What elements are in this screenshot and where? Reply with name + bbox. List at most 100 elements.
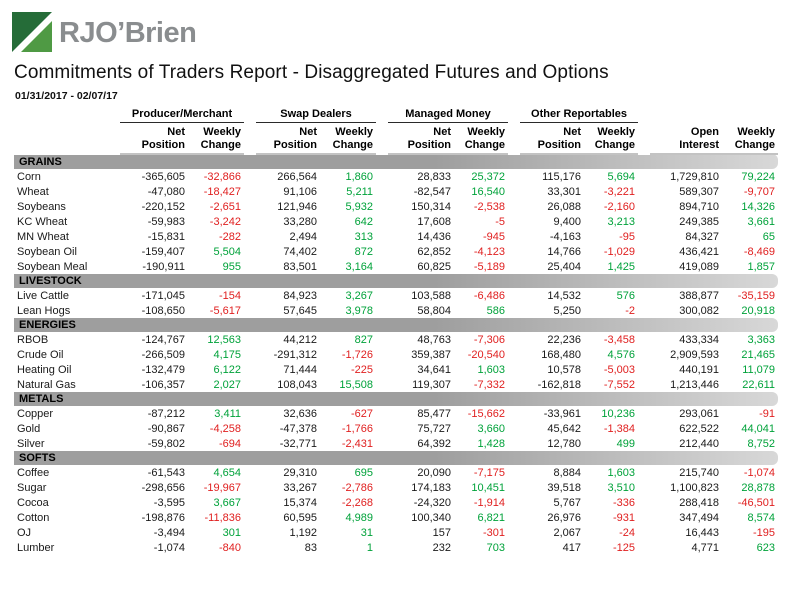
net-position-value: 14,436	[417, 230, 452, 243]
column-gap	[244, 347, 256, 362]
weekly-change-value: 21,465	[741, 348, 776, 361]
commodity-name: Soybean Meal	[17, 260, 88, 273]
net-position-value: 62,852	[417, 245, 452, 258]
net-position-value: -124,767	[141, 333, 185, 346]
open-interest-value: 1,213,446	[670, 378, 720, 391]
net-position-value: -82,547	[413, 185, 452, 198]
open-interest-value: 622,522	[679, 422, 720, 435]
column-gap	[244, 199, 256, 214]
column-gap	[508, 377, 520, 392]
net-position-value: 84,923	[283, 289, 317, 302]
section-header-row: SOFTS	[14, 451, 779, 466]
net-position-value: -4,163	[549, 230, 582, 243]
column-gap	[376, 421, 388, 436]
column-gap	[376, 259, 388, 274]
weekly-change-value: 1,425	[607, 260, 636, 273]
net-position-value: 33,267	[283, 481, 317, 494]
net-position-value: -90,867	[147, 422, 185, 435]
section-header-row: GRAINS	[14, 154, 779, 170]
weekly-change-value: -5,617	[209, 304, 241, 317]
commodity-name: Lean Hogs	[17, 304, 71, 317]
net-position-value: 168,480	[541, 348, 582, 361]
weekly-change-value: 1	[366, 541, 374, 554]
column-gap	[508, 123, 520, 155]
commodity-name: Cotton	[17, 511, 50, 524]
weekly-change-value: -2,786	[341, 481, 374, 494]
open-interest-value: 419,089	[679, 260, 720, 273]
net-position-value: 5,767	[553, 496, 582, 509]
net-position-value: 44,212	[283, 333, 317, 346]
table-row: Natural Gas -106,357 2,027 108,043 15,508 119…	[14, 377, 778, 392]
open-interest-value: 388,877	[679, 289, 720, 302]
net-position-value: -266,509	[141, 348, 185, 361]
column-gap	[244, 184, 256, 199]
net-position-value: 14,532	[547, 289, 582, 302]
commodity-name: Copper	[17, 407, 54, 420]
net-position-value: -132,479	[141, 363, 185, 376]
column-gap	[376, 406, 388, 421]
table-row: Coffee -61,543 4,654 29,310 695 20,090 -7,175 8…	[14, 465, 778, 480]
table-header: Producer/Merchant Swap Dealers Managed M…	[14, 108, 779, 156]
column-gap	[244, 480, 256, 495]
column-gap	[638, 214, 650, 229]
column-gap	[638, 199, 650, 214]
column-gap	[638, 108, 650, 123]
column-gap	[508, 495, 520, 510]
open-interest-value: 293,061	[679, 407, 720, 420]
weekly-change-value: -4,258	[209, 422, 241, 435]
weekly-change-value: -2,431	[341, 437, 374, 450]
net-position-value: 29,310	[283, 466, 317, 479]
weekly-change-value: 313	[354, 230, 374, 243]
column-gap	[376, 525, 388, 540]
net-position-value: 58,804	[417, 304, 452, 317]
net-position-value: 57,645	[283, 304, 317, 317]
column-gap	[376, 108, 388, 123]
section-title: METALS	[14, 392, 779, 407]
weekly-change-value: 12,563	[207, 333, 241, 346]
net-position-value: -171,045	[141, 289, 185, 302]
table-row: Corn -365,605 -32,866 266,564 1,860 28,833 25,…	[14, 169, 778, 184]
weekly-change-value: 10,236	[601, 407, 636, 420]
column-gap	[376, 214, 388, 229]
column-gap	[244, 123, 256, 155]
group-header-managed-money: Managed Money	[388, 108, 509, 123]
net-position-value: 150,314	[411, 200, 452, 213]
open-interest-value: 894,710	[679, 200, 720, 213]
net-position-value: 45,642	[547, 422, 582, 435]
table-row: Live Cattle -171,045 -154 84,923 3,267 103,58…	[14, 288, 778, 303]
net-position-value: 39,518	[547, 481, 582, 494]
net-position-value: 100,340	[411, 511, 452, 524]
col-header-weekly-change: Weekly Change	[188, 122, 244, 156]
weekly-change-value: 1,860	[345, 170, 374, 183]
net-position-value: 33,301	[547, 185, 582, 198]
weekly-change-value: 1,428	[477, 437, 506, 450]
table-row: Soybean Meal -190,911 955 83,501 3,164 60,825…	[14, 259, 778, 274]
weekly-change-value: 44,041	[741, 422, 776, 435]
column-gap	[508, 525, 520, 540]
net-position-value: 32,636	[283, 407, 317, 420]
net-position-value: 74,402	[283, 245, 317, 258]
weekly-change-value: -11,836	[204, 511, 242, 524]
weekly-change-value: -24	[619, 526, 636, 539]
net-position-value: 10,578	[547, 363, 582, 376]
commodity-name: Gold	[17, 422, 41, 435]
commodity-name: OJ	[17, 526, 32, 539]
table-row: KC Wheat -59,983 -3,242 33,280 642 17,608 -5 9,…	[14, 214, 778, 229]
weekly-change-value: 695	[354, 466, 374, 479]
commodity-name: Soybeans	[17, 200, 66, 213]
weekly-change-value: -2	[625, 304, 636, 317]
weekly-change-value: 827	[354, 333, 374, 346]
column-gap	[508, 406, 520, 421]
commodity-name: MN Wheat	[17, 230, 69, 243]
brand-name: RJO’Brien	[59, 14, 197, 52]
weekly-change-value: 14,326	[741, 200, 776, 213]
net-position-value: 25,404	[547, 260, 582, 273]
weekly-change-value: 6,821	[477, 511, 506, 524]
table-row: MN Wheat -15,831 -282 2,494 313 14,436 -945 -4,…	[14, 229, 778, 244]
weekly-change-value: 20,918	[741, 304, 776, 317]
weekly-change-value: 79,224	[741, 170, 776, 183]
weekly-change-value: -336	[613, 496, 636, 509]
open-interest-value: 436,421	[679, 245, 720, 258]
column-gap	[508, 465, 520, 480]
weekly-change-value: -35,159	[737, 289, 776, 302]
